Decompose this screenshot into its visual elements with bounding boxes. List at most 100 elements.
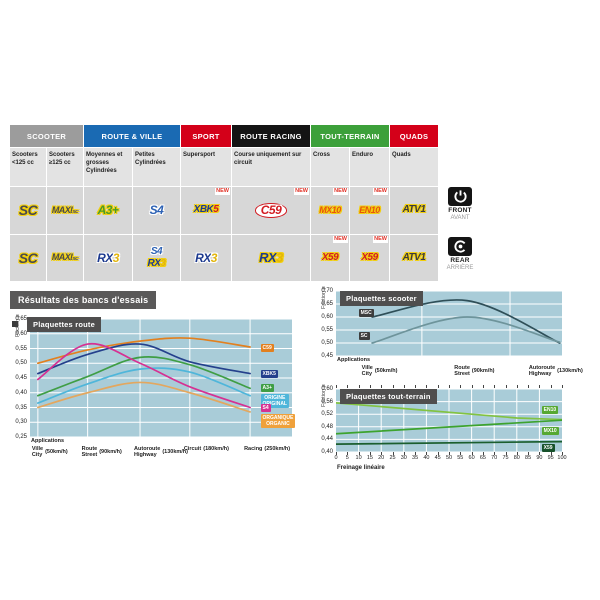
- series-line-origine-original: [37, 367, 251, 404]
- x-tick-mark: [494, 452, 496, 455]
- x-tick-label: 50: [445, 455, 453, 461]
- column-header-petites-cylindr-es: Petites Cylindrées: [133, 148, 180, 186]
- x-tick-label: 35: [412, 455, 419, 461]
- x-tick-label: 20: [378, 455, 385, 461]
- x-tick-mark-top: [550, 385, 552, 388]
- y-axis-label: 0,60: [15, 330, 27, 337]
- series-label-a3: A3+: [260, 384, 274, 393]
- compound-logo-rx3: RX3: [195, 250, 217, 265]
- compound-cell-rear: SC: [10, 235, 46, 281]
- x-tick-mark: [516, 452, 518, 455]
- x-tick-mark-top: [449, 385, 450, 388]
- chart-title-offroad: Plaquettes tout-terrain: [340, 389, 437, 404]
- category-header-route-racing: ROUTE RACING: [232, 125, 310, 147]
- x-tick-mark: [528, 452, 530, 455]
- compound-logo-atv1: ATV1: [402, 251, 426, 263]
- y-axis-label: 0,56: [321, 398, 333, 405]
- x-tick-mark: [426, 452, 428, 455]
- x-tick-mark: [336, 452, 337, 455]
- new-badge: NEW: [373, 188, 388, 195]
- x-axis-label-route: Route Street (90km/h): [81, 446, 122, 459]
- compound-logo-en10: EN10: [359, 204, 380, 215]
- x-tick-label: 60: [468, 455, 475, 461]
- x-tick-mark-top: [528, 385, 530, 388]
- x-tick-mark: [505, 452, 507, 455]
- compound-cell-front: MAXISC: [47, 187, 83, 234]
- series-line-s4: [37, 342, 251, 409]
- x-tick-label: 95: [547, 455, 554, 461]
- x-tick-mark: [539, 452, 541, 455]
- y-axis-label: 0,55: [321, 327, 333, 333]
- y-axis-label: 0,25: [15, 434, 27, 440]
- series-label-msc: MSC: [358, 308, 374, 317]
- x-axis-label-racing: Racing (250km/h): [244, 446, 291, 452]
- y-axis-label: 0,35: [15, 404, 27, 411]
- new-badge: NEW: [294, 188, 309, 195]
- column-header-cross: Cross: [311, 148, 349, 186]
- y-axis-title: Friction μ: [15, 314, 21, 337]
- front-disc-icon: [448, 187, 472, 206]
- y-axis-title: Friction μ: [321, 384, 327, 407]
- x-tick-mark-top: [494, 385, 496, 388]
- y-axis-label: 0,60: [321, 314, 333, 320]
- series-line-xbk5: [37, 343, 251, 375]
- category-header-scooter: SCOOTER: [10, 125, 83, 147]
- series-line-c59: [37, 337, 251, 365]
- compound-logo-s4: S4: [149, 203, 164, 218]
- chart-title-scooter: Plaquettes scooter: [340, 291, 423, 306]
- x-tick-label: 100: [557, 455, 567, 461]
- rear-position-badge: REAR ARRIÈRE: [442, 237, 478, 271]
- series-line-organique-organic: [37, 381, 251, 413]
- category-header-sport: SPORT: [181, 125, 231, 147]
- x-tick-label: 15: [366, 455, 373, 461]
- compound-cell-front: SC: [10, 187, 46, 234]
- x-tick-mark: [437, 452, 439, 455]
- x-tick-mark: [415, 452, 417, 455]
- y-axis-label: 0,48: [321, 423, 333, 430]
- y-axis-label: 0,44: [321, 436, 333, 443]
- y-axis-label: 0,65: [321, 301, 333, 307]
- compound-logo-x59: X59: [361, 251, 378, 263]
- compound-selection-table: SCOOTER ROUTE & VILLE SPORT ROUTE RACING TOU…: [10, 125, 438, 281]
- bullet-square-icon: [12, 321, 18, 327]
- x-axis-label-autoroute: Autoroute Highway (130km/h): [528, 365, 583, 378]
- new-badge: NEW: [333, 236, 348, 243]
- x-tick-mark-top: [482, 385, 484, 388]
- x-tick-mark: [550, 452, 552, 455]
- x-tick-mark: [471, 452, 473, 455]
- series-label-xbk5: XBK5: [260, 369, 278, 378]
- x-tick-mark-top: [471, 385, 473, 388]
- chart-title-route: Plaquettes route: [27, 317, 101, 332]
- x-tick-mark-top: [358, 385, 360, 388]
- x-tick-mark-top: [336, 385, 337, 388]
- series-line-a3: [37, 356, 251, 397]
- y-axis-label: 0,52: [321, 411, 333, 418]
- x-tick-mark: [358, 452, 360, 455]
- compound-cell-rear: RX3: [84, 235, 132, 281]
- compound-cell-rear: NEW X59: [311, 235, 349, 281]
- x-tick-mark-top: [415, 385, 417, 388]
- compound-logo-maxisc: MAXISC: [51, 204, 79, 215]
- x-axis-label-circuit: Circuit (180km/h): [183, 446, 229, 452]
- x-tick-mark-top: [381, 385, 383, 388]
- x-tick-mark-top: [369, 385, 371, 388]
- x-tick-mark-top: [516, 385, 518, 388]
- new-badge: NEW: [215, 188, 230, 195]
- y-axis-label: 0,50: [321, 340, 333, 346]
- x-tick-label: 70: [491, 455, 498, 461]
- x-tick-label: 45: [434, 455, 441, 461]
- series-label-organique-organic: ORGANIQUE ORGANIC: [260, 414, 296, 429]
- series-line-x59: [335, 440, 563, 445]
- chart-plaquettes-route: C59 XBK5 A3+ ORIGINE ORIGINAL S4 ORGANIQUE ORGA…: [15, 314, 296, 458]
- x-tick-mark-top: [392, 385, 394, 388]
- compound-logo-rx3: RX3: [97, 250, 119, 265]
- plot-area: [30, 318, 292, 438]
- plot-area: [335, 388, 563, 453]
- x-axis-label-ville: Ville City (50km/h): [31, 446, 68, 459]
- x-tick-mark: [403, 452, 405, 455]
- compound-cell-rear: S4 RX3: [133, 235, 180, 281]
- compound-logo-c59: C59: [254, 203, 288, 218]
- compound-cell-front: NEW XBK5: [181, 187, 231, 234]
- series-label-sc: SC: [358, 331, 370, 340]
